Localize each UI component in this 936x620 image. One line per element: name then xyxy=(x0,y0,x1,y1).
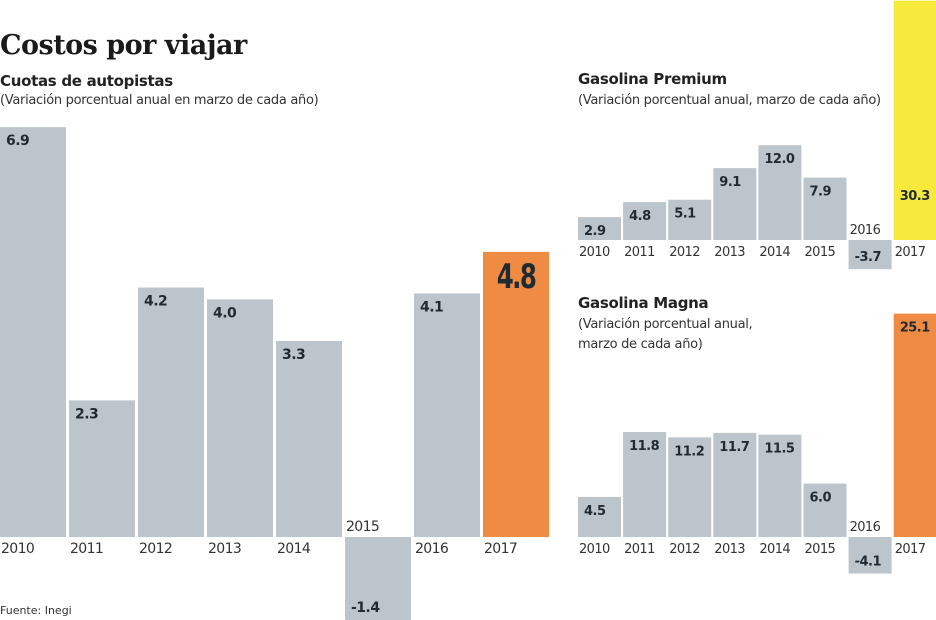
year-label-premium-2010: 2010 xyxy=(579,245,610,260)
year-label-premium-2012: 2012 xyxy=(669,245,700,260)
year-label-magna-2011: 2011 xyxy=(624,542,655,557)
value-label-autopistas-2016: 4.1 xyxy=(420,299,443,315)
bar-premium-2016 xyxy=(848,240,892,270)
value-label-autopistas-2013: 4.0 xyxy=(213,305,237,321)
value-label-magna-2013: 11.7 xyxy=(719,440,750,455)
value-label-magna-2014: 11.5 xyxy=(764,442,795,457)
bar-premium-2010 xyxy=(578,217,621,240)
year-label-premium-2014: 2014 xyxy=(759,245,790,260)
year-label-autopistas-2011: 2011 xyxy=(70,541,103,557)
value-label-magna-2017: 25.1 xyxy=(900,321,931,336)
year-label-autopistas-2010: 2010 xyxy=(1,541,34,557)
bar-autopistas-2014 xyxy=(276,340,342,537)
value-label-magna-2016: -4.1 xyxy=(855,554,882,569)
bar-magna-2015 xyxy=(803,483,847,537)
bar-magna-2012 xyxy=(668,437,712,537)
year-label-magna-2010: 2010 xyxy=(579,542,610,557)
bar-autopistas-2010 xyxy=(0,127,66,537)
year-label-magna-2014: 2014 xyxy=(759,542,790,557)
year-label-magna-2015: 2015 xyxy=(805,542,836,557)
value-label-autopistas-2010: 6.9 xyxy=(6,133,29,149)
value-label-premium-2017: 30.3 xyxy=(900,189,931,204)
value-label-autopistas-2014: 3.3 xyxy=(282,347,305,363)
page-title: Costos por viajar xyxy=(0,30,247,61)
bar-autopistas-2011 xyxy=(69,400,135,537)
value-label-magna-2015: 6.0 xyxy=(810,491,832,506)
year-label-autopistas-2013: 2013 xyxy=(208,541,241,557)
year-label-autopistas-2017: 2017 xyxy=(484,541,517,557)
value-label-premium-2013: 9.1 xyxy=(719,175,741,190)
value-label-premium-2016: -3.7 xyxy=(855,250,882,265)
bar-premium-2015 xyxy=(803,177,847,240)
year-label-premium-2015: 2015 xyxy=(805,245,836,260)
chart-title-autopistas: Cuotas de autopistas xyxy=(0,72,173,90)
bar-autopistas-2015 xyxy=(345,537,411,620)
year-label-magna-2013: 2013 xyxy=(714,542,745,557)
value-label-premium-2012: 5.1 xyxy=(674,207,696,222)
value-label-autopistas-2011: 2.3 xyxy=(75,406,98,422)
bar-premium-2014 xyxy=(758,145,802,240)
year-label-premium-2017: 2017 xyxy=(895,245,926,260)
value-label-autopistas-2015: -1.4 xyxy=(351,600,380,616)
bar-magna-2013 xyxy=(713,432,757,537)
value-label-premium-2014: 12.0 xyxy=(764,152,795,167)
bar-premium-2011 xyxy=(623,202,667,240)
year-label-autopistas-2016: 2016 xyxy=(415,541,449,557)
bar-premium-2013 xyxy=(713,168,757,240)
chart-title-premium: Gasolina Premium xyxy=(578,70,727,88)
value-label-magna-2010: 4.5 xyxy=(584,504,606,519)
value-label-autopistas-2017: 4.8 xyxy=(497,257,536,297)
bar-autopistas-2013 xyxy=(207,299,273,537)
value-label-premium-2015: 7.9 xyxy=(810,185,832,200)
source-note: Fuente: Inegi xyxy=(0,604,72,617)
year-label-magna-2017: 2017 xyxy=(895,542,926,557)
bar-magna-2014 xyxy=(758,434,802,537)
value-label-premium-2011: 4.8 xyxy=(629,209,651,224)
bar-autopistas-2017 xyxy=(483,251,549,537)
bar-magna-2011 xyxy=(623,431,667,537)
bar-magna-2016 xyxy=(848,537,892,574)
year-label-autopistas-2012: 2012 xyxy=(139,541,172,557)
year-label-autopistas-2015: 2015 xyxy=(346,519,379,535)
bar-magna-2010 xyxy=(578,496,621,537)
chart-subtitle-magna-line2: marzo de cada año) xyxy=(578,337,703,352)
chart-subtitle-magna: (Variación porcentual anual, xyxy=(578,317,753,332)
bar-autopistas-2012 xyxy=(138,287,204,537)
value-label-premium-2010: 2.9 xyxy=(584,224,606,239)
bar-premium-2017 xyxy=(893,0,936,240)
bar-autopistas-2016 xyxy=(414,293,480,537)
chart-title-magna: Gasolina Magna xyxy=(578,294,709,312)
year-label-autopistas-2014: 2014 xyxy=(277,541,311,557)
year-label-premium-2011: 2011 xyxy=(624,245,655,260)
chart-subtitle-premium: (Variación porcentual anual, marzo de ca… xyxy=(578,93,881,108)
year-label-magna-2012: 2012 xyxy=(669,542,700,557)
bar-magna-2017 xyxy=(893,313,936,537)
year-label-magna-2016: 2016 xyxy=(850,520,881,535)
value-label-autopistas-2012: 4.2 xyxy=(144,294,167,310)
year-label-premium-2013: 2013 xyxy=(714,245,745,260)
bar-premium-2012 xyxy=(668,199,712,240)
chart-subtitle-autopistas: (Variación porcentual anual en marzo de … xyxy=(0,93,319,108)
value-label-magna-2012: 11.2 xyxy=(674,444,704,459)
year-label-premium-2016: 2016 xyxy=(850,223,881,238)
value-label-magna-2011: 11.8 xyxy=(629,439,660,454)
